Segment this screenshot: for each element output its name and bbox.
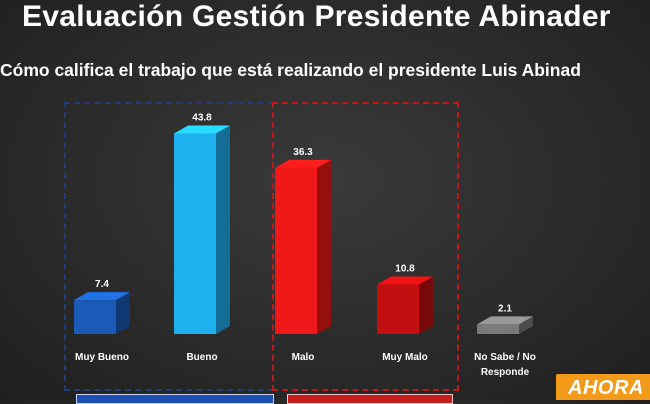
bar-top (174, 125, 230, 134)
chart-subtitle: Cómo califica el trabajo que está realiz… (0, 60, 581, 80)
ahora-logo: AHORA (556, 374, 650, 400)
logo-text: AHORA (568, 377, 644, 399)
bar (377, 284, 419, 334)
bar (174, 133, 216, 334)
bar-top (377, 276, 433, 285)
bar (74, 300, 116, 334)
bar-side (519, 316, 533, 334)
bar-top (275, 159, 331, 168)
bar-side (216, 125, 230, 334)
bar-top (477, 316, 533, 325)
tick-label: Muy Bueno (75, 352, 129, 363)
tick-label: Bueno (186, 352, 217, 363)
tick-label: Malo (292, 352, 315, 363)
positive-legend-bar (76, 394, 274, 404)
negative-group-box (272, 102, 459, 391)
data-label: 7.4 (95, 279, 109, 290)
bar (477, 324, 519, 334)
bar-side (116, 292, 130, 334)
negative-legend-bar (287, 394, 453, 404)
bar (275, 167, 317, 334)
data-label: 43.8 (192, 112, 212, 123)
bar-side (317, 159, 331, 334)
page-title: Evaluación Gestión Presidente Abinader (22, 0, 611, 33)
bar-top (74, 292, 130, 301)
data-label: 2.1 (498, 303, 512, 314)
tick-label: No Sabe / No (474, 352, 536, 363)
data-label: 10.8 (395, 264, 415, 275)
bar-side (419, 276, 433, 334)
tick-label: Muy Malo (382, 352, 428, 363)
data-label: 36.3 (293, 147, 313, 158)
tick-label: Responde (481, 367, 530, 378)
